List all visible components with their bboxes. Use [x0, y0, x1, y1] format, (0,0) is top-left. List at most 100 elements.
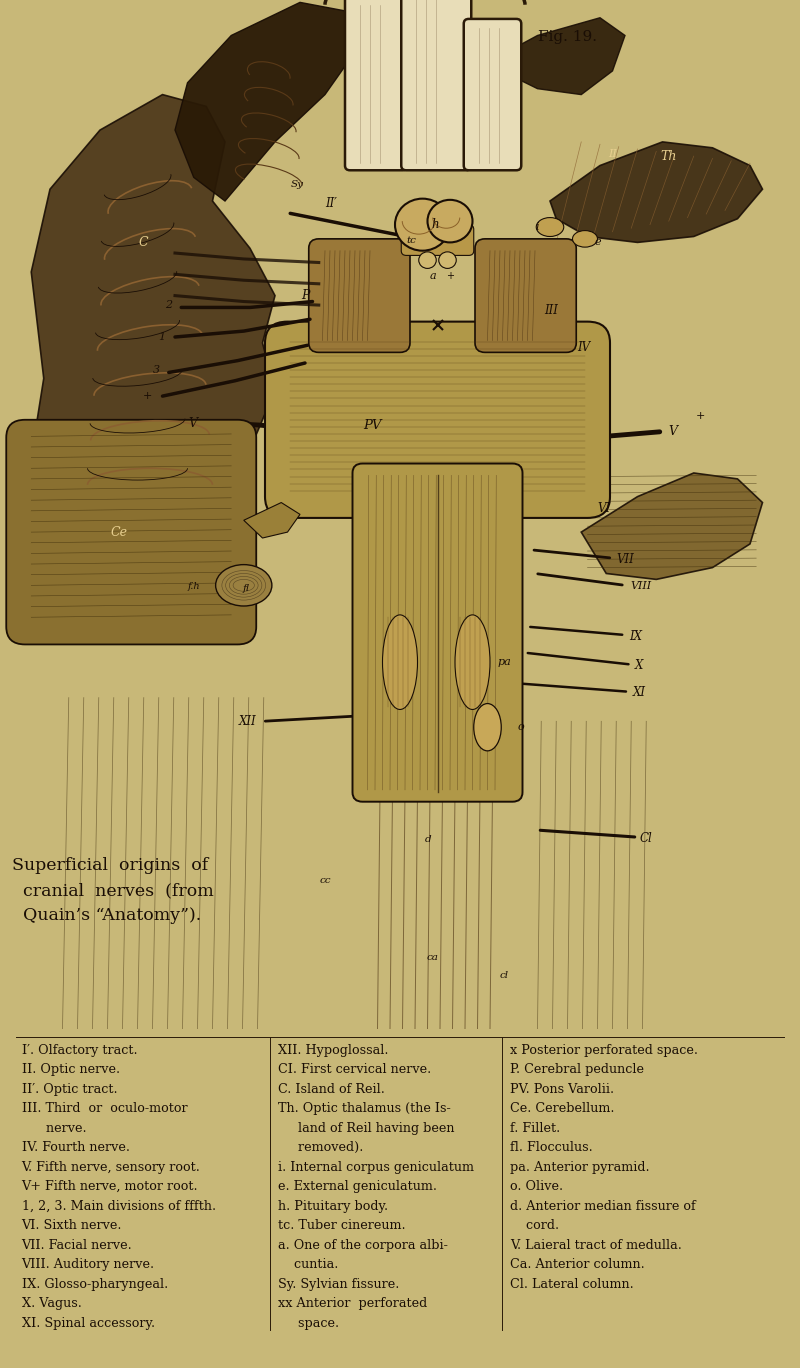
Text: IX. Glosso-pharyngeal.: IX. Glosso-pharyngeal. [22, 1278, 168, 1291]
Text: cuntia.: cuntia. [278, 1259, 338, 1271]
Text: o. Olive.: o. Olive. [510, 1181, 563, 1193]
Text: Cl: Cl [640, 832, 653, 845]
Text: cord.: cord. [510, 1219, 559, 1233]
Text: cc: cc [319, 877, 330, 885]
Text: f.h: f.h [187, 581, 200, 591]
FancyBboxPatch shape [265, 321, 610, 518]
Text: IV. Fourth nerve.: IV. Fourth nerve. [22, 1141, 130, 1155]
Text: i. Internal corpus geniculatum: i. Internal corpus geniculatum [278, 1160, 474, 1174]
Text: PV. Pons Varolii.: PV. Pons Varolii. [510, 1083, 614, 1096]
Polygon shape [175, 3, 350, 201]
Polygon shape [494, 18, 625, 94]
Text: e: e [594, 238, 601, 248]
Text: Superficial  origins  of
  cranial  nerves  (from
  Quain’s “Anatomy”).: Superficial origins of cranial nerves (f… [13, 858, 214, 923]
Text: IV: IV [578, 341, 590, 354]
Text: VI: VI [598, 502, 610, 514]
Circle shape [418, 252, 436, 268]
Text: 3: 3 [153, 365, 160, 375]
Text: XI: XI [633, 687, 646, 699]
Polygon shape [550, 142, 762, 242]
Ellipse shape [536, 218, 564, 237]
Ellipse shape [474, 703, 502, 751]
Text: Th: Th [661, 149, 677, 163]
Text: a. One of the corpora albi-: a. One of the corpora albi- [278, 1239, 448, 1252]
Text: o: o [518, 722, 524, 732]
Text: 1, 2, 3. Main divisions of fffth.: 1, 2, 3. Main divisions of fffth. [22, 1200, 216, 1213]
Circle shape [395, 198, 450, 250]
Text: d: d [425, 834, 431, 844]
Text: xx Anterior  perforated: xx Anterior perforated [278, 1297, 428, 1311]
Text: pa: pa [498, 657, 511, 668]
Text: a: a [429, 271, 436, 280]
Text: II: II [608, 149, 617, 159]
Text: +: + [695, 412, 705, 421]
Text: cl: cl [500, 971, 509, 979]
FancyBboxPatch shape [402, 0, 471, 170]
Text: 2: 2 [166, 300, 173, 311]
Text: CI. First cervical nerve.: CI. First cervical nerve. [278, 1063, 432, 1077]
Text: d. Anterior median fissure of: d. Anterior median fissure of [510, 1200, 696, 1213]
FancyBboxPatch shape [309, 239, 410, 353]
Text: XI. Spinal accessory.: XI. Spinal accessory. [22, 1316, 154, 1330]
FancyBboxPatch shape [353, 464, 522, 802]
Text: P. Cerebral peduncle: P. Cerebral peduncle [510, 1063, 645, 1077]
Ellipse shape [216, 565, 272, 606]
Ellipse shape [573, 231, 598, 248]
Text: fl: fl [242, 584, 250, 594]
Polygon shape [25, 94, 275, 544]
Text: III. Third  or  oculo-motor: III. Third or oculo-motor [22, 1103, 187, 1115]
Text: II′: II′ [326, 197, 337, 211]
Text: i: i [536, 222, 539, 233]
Text: space.: space. [278, 1316, 339, 1330]
Text: VIII: VIII [630, 581, 651, 591]
Text: C. Island of Reil.: C. Island of Reil. [278, 1083, 386, 1096]
Text: C: C [139, 235, 149, 249]
Text: fl. Flocculus.: fl. Flocculus. [510, 1141, 593, 1155]
Text: P: P [302, 289, 310, 302]
Text: Cl. Lateral column.: Cl. Lateral column. [510, 1278, 634, 1291]
Text: Sy. Sylvian fissure.: Sy. Sylvian fissure. [278, 1278, 400, 1291]
FancyBboxPatch shape [475, 239, 576, 353]
Circle shape [438, 252, 456, 268]
Text: XII: XII [238, 715, 256, 728]
Text: IX: IX [629, 629, 642, 643]
Text: Ce: Ce [110, 525, 127, 539]
Polygon shape [244, 502, 300, 538]
Text: tc. Tuber cinereum.: tc. Tuber cinereum. [278, 1219, 406, 1233]
Text: VII: VII [616, 553, 634, 566]
Text: Th. Optic thalamus (the Is-: Th. Optic thalamus (the Is- [278, 1103, 451, 1115]
Text: V+ Fifth nerve, motor root.: V+ Fifth nerve, motor root. [22, 1181, 198, 1193]
Text: I′. Olfactory tract.: I′. Olfactory tract. [22, 1044, 138, 1057]
Text: X: X [635, 659, 643, 672]
Text: land of Reil having been: land of Reil having been [278, 1122, 455, 1135]
Text: e. External geniculatum.: e. External geniculatum. [278, 1181, 438, 1193]
Text: VIII. Auditory nerve.: VIII. Auditory nerve. [22, 1259, 154, 1271]
Text: ca: ca [426, 953, 438, 962]
Text: +: + [143, 391, 153, 401]
Text: Fig. 19.: Fig. 19. [538, 30, 597, 44]
FancyBboxPatch shape [345, 0, 407, 170]
Text: tc: tc [406, 235, 416, 245]
Polygon shape [582, 473, 762, 580]
Text: pa. Anterior pyramid.: pa. Anterior pyramid. [510, 1160, 650, 1174]
Text: h. Pituitary body.: h. Pituitary body. [278, 1200, 389, 1213]
Text: II′. Optic tract.: II′. Optic tract. [22, 1083, 118, 1096]
Text: removed).: removed). [278, 1141, 364, 1155]
FancyBboxPatch shape [464, 19, 522, 170]
Ellipse shape [455, 614, 490, 710]
Text: nerve.: nerve. [22, 1122, 86, 1135]
Text: X. Vagus.: X. Vagus. [22, 1297, 82, 1311]
Text: f. Fillet.: f. Fillet. [510, 1122, 561, 1135]
Ellipse shape [382, 614, 418, 710]
Text: III: III [544, 305, 558, 317]
FancyBboxPatch shape [6, 420, 256, 644]
FancyBboxPatch shape [402, 224, 474, 256]
Text: V: V [669, 425, 678, 438]
Text: h: h [431, 218, 439, 231]
Text: V: V [189, 417, 198, 430]
Text: 1: 1 [158, 332, 165, 342]
Text: Ca. Anterior column.: Ca. Anterior column. [510, 1259, 645, 1271]
Text: Ce. Cerebellum.: Ce. Cerebellum. [510, 1103, 615, 1115]
Text: V. Fifth nerve, sensory root.: V. Fifth nerve, sensory root. [22, 1160, 201, 1174]
Text: V. Laieral tract of medulla.: V. Laieral tract of medulla. [510, 1239, 682, 1252]
